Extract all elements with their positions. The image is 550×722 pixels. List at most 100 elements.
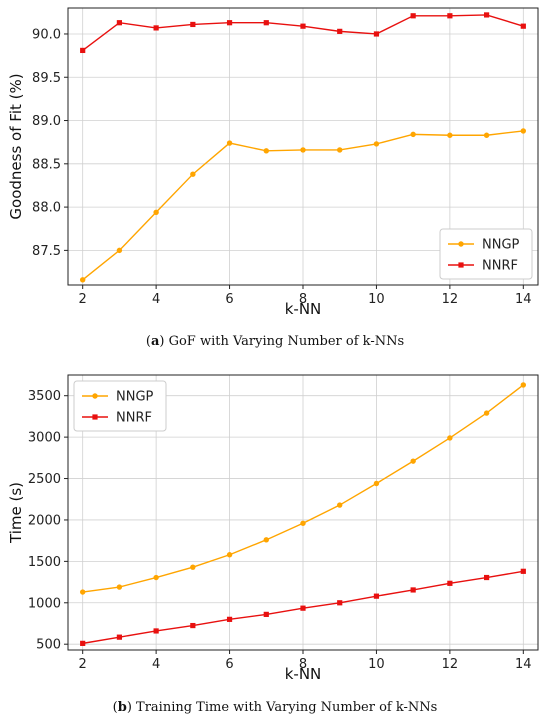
data-point-nnrf [226,616,233,622]
data-point-nnrf [373,593,380,599]
y-tick-label: 2000 [28,513,61,528]
x-tick-label: 8 [299,657,307,672]
x-tick-label: 10 [368,657,385,672]
data-point-nngp [263,537,269,543]
legend-label-nnrf: NNRF [482,259,518,274]
data-point-nngp [79,277,86,283]
legend-marker-nnrf [92,414,98,420]
data-point-nngp [373,141,380,147]
data-point-nngp [116,247,123,254]
data-point-nnrf [80,640,86,646]
x-tick-label: 10 [368,292,385,307]
x-tick-label: 12 [442,292,459,307]
data-point-nnrf [153,25,159,31]
x-tick-label: 14 [515,292,532,307]
x-axis-label: k-NN [285,665,322,683]
x-axis-label: k-NN [285,300,322,318]
x-tick-label: 12 [442,657,459,672]
data-point-nnrf [300,23,306,29]
legend-marker-nnrf [458,262,464,268]
data-point-nngp [116,584,123,590]
data-point-nngp [483,410,490,416]
y-tick-label: 1000 [28,596,61,611]
legend-label-nngp: NNGP [116,390,154,405]
x-tick-label: 4 [152,292,160,307]
x-tick-label: 6 [225,657,233,672]
y-tick-label: 88.0 [32,201,61,216]
data-point-nngp [483,132,490,138]
data-point-nngp [79,589,86,595]
data-point-nngp [226,140,233,146]
y-axis-label: Goodness of Fit (%) [7,73,25,219]
data-point-nnrf [520,568,526,574]
data-point-nngp [263,148,269,154]
legend-label-nngp: NNGP [482,238,520,253]
data-point-nnrf [410,587,416,593]
data-point-nnrf [483,574,490,581]
data-point-nnrf [263,611,269,617]
legend-marker-nngp [92,393,98,399]
data-point-nnrf [447,580,453,586]
data-point-nnrf [263,20,269,26]
data-point-nngp [153,574,159,581]
y-tick-label: 89.5 [32,71,61,86]
legend: NNGP NNRF [439,228,533,280]
data-point-nnrf [80,47,86,54]
data-point-nnrf [300,605,306,611]
data-point-nnrf [153,628,159,634]
data-point-nngp [190,564,196,570]
y-axis-label: Time (s) [7,482,25,544]
x-tick-label: 4 [152,657,160,672]
data-point-nngp [410,458,416,464]
data-point-nnrf [190,622,196,629]
y-tick-label: 88.5 [32,157,61,172]
chart-b: 2 4 6 8 10 12 14 500 1000 1500 2000 2500 3000 3500 k-N… [7,374,539,683]
caption-b-text: Training Time with Varying Number of k-N… [136,700,438,715]
data-point-nngp [300,520,306,526]
data-point-nnrf [520,23,526,29]
data-point-nnrf [337,28,343,34]
data-point-nngp [337,147,343,153]
legend-label-nnrf: NNRF [116,411,152,426]
x-tick-label: 14 [515,657,532,672]
data-point-nngp [190,171,196,177]
y-tick-label: 1500 [28,555,61,570]
data-point-nnrf [373,31,380,37]
data-point-nnrf [447,13,453,19]
data-point-nnrf [337,600,343,606]
y-tick-label: 500 [36,638,61,653]
data-point-nnrf [226,20,233,26]
data-point-nngp [520,382,527,388]
x-tick-label: 8 [299,292,307,307]
x-tick-label: 2 [79,292,87,307]
y-tick-label: 90.0 [32,27,61,42]
data-point-nngp [300,147,306,153]
data-point-nngp [373,480,380,487]
data-point-nngp [520,128,527,134]
data-point-nngp [337,502,343,508]
chart-a: 2 4 6 8 10 12 14 87.5 88.0 88.5 89.0 89.5 90.0 k-NN Go… [7,7,539,318]
x-tick-label: 2 [79,657,87,672]
caption-a-text: GoF with Varying Number of k-NNs [168,334,405,349]
data-point-nngp [153,209,159,215]
y-tick-label: 3000 [28,431,61,446]
data-point-nngp [410,131,416,138]
caption-b: (b) Training Time with Varying Number of… [112,700,438,715]
y-tick-label: 2500 [28,472,61,487]
data-point-nngp [226,552,233,558]
y-tick-label: 3500 [28,389,61,404]
caption-a-label: a [150,334,160,349]
data-point-nnrf [410,13,416,19]
data-point-nnrf [190,21,196,28]
data-point-nngp [447,132,453,138]
y-tick-label: 89.0 [32,114,61,129]
y-tick-label: 87.5 [32,244,61,259]
legend: NNGP NNRF [73,380,167,432]
data-point-nnrf [483,12,490,18]
x-tick-label: 6 [225,292,233,307]
legend-marker-nngp [458,241,464,247]
data-point-nngp [447,435,453,441]
caption-a: (a) GoF with Varying Number of k-NNs [145,334,405,349]
data-point-nnrf [116,634,123,640]
